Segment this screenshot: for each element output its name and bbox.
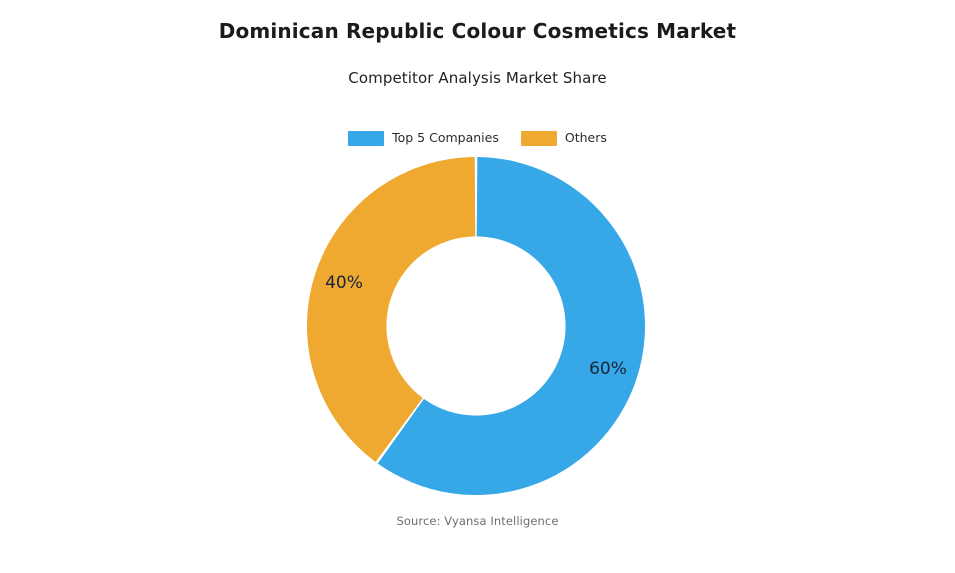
legend-label-others: Others — [564, 130, 607, 145]
legend-swatch-icon-others — [520, 130, 557, 146]
donut-chart: 60% 40% — [307, 157, 645, 495]
donut-svg: 60% 40% — [307, 157, 645, 495]
donut-slice-label-others: 40% — [325, 273, 363, 293]
legend-item-top-5-companies[interactable]: Top 5 Companies — [348, 130, 499, 146]
legend-item-others[interactable]: Others — [520, 130, 607, 146]
legend-label-top-5-companies: Top 5 Companies — [392, 130, 499, 145]
legend-swatch-icon-top-5-companies — [348, 130, 385, 146]
donut-slice-top-5-companies[interactable] — [377, 157, 645, 495]
donut-slice-others[interactable] — [307, 157, 476, 462]
chart-legend: Top 5 Companies Others — [0, 130, 955, 146]
donut-slice-label-top-5-companies: 60% — [589, 359, 627, 379]
donut-slices — [307, 157, 645, 495]
page-title: Dominican Republic Colour Cosmetics Mark… — [218, 19, 737, 43]
chart-source-caption: Source: Vyansa Intelligence — [396, 514, 559, 528]
chart-subtitle: Competitor Analysis Market Share — [348, 69, 607, 87]
